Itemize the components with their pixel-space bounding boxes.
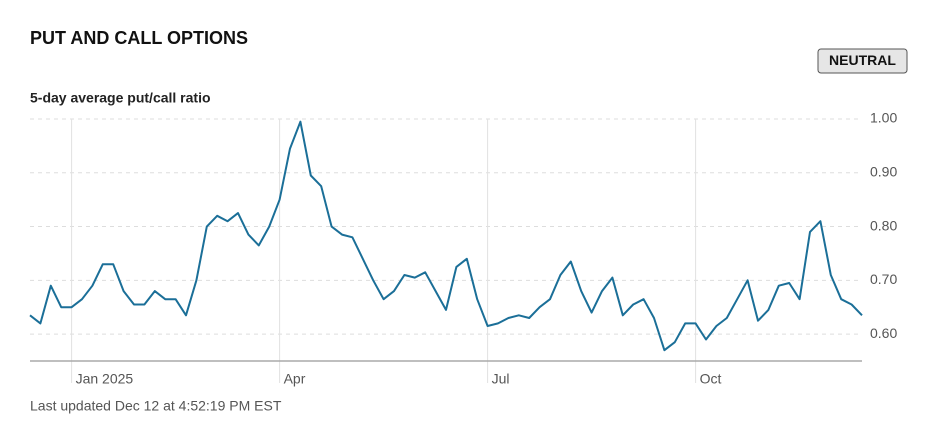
footer: Last updated Dec 12 at 4:52:19 PM EST: [30, 398, 282, 414]
y-tick-label: 0.80: [870, 217, 897, 233]
x-tick-label: Jul: [492, 371, 510, 387]
y-tick-label: 0.90: [870, 163, 897, 179]
x-tick-label: Oct: [700, 371, 722, 387]
chart-title: PUT AND CALL OPTIONS: [30, 28, 248, 48]
x-tick-label: Jan 2025: [76, 371, 134, 387]
x-tick-label: Apr: [284, 371, 306, 387]
y-tick-label: 0.70: [870, 271, 897, 287]
series-line: [29, 120, 863, 352]
status-label: NEUTRAL: [829, 52, 896, 68]
subtitle: 5-day average put/call ratio: [30, 90, 211, 106]
y-tick-label: 0.60: [870, 325, 897, 341]
y-tick-label: 1.00: [870, 110, 897, 126]
status-badge: [817, 48, 908, 74]
